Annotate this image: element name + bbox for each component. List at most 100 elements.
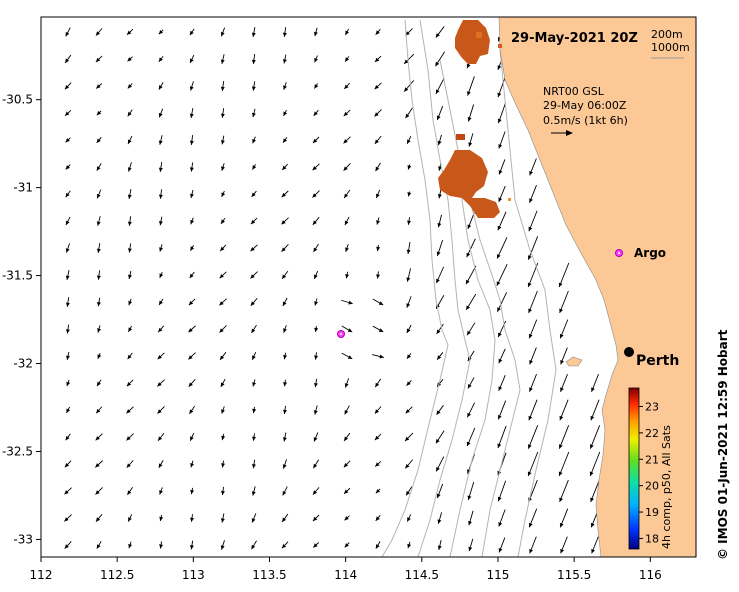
lat-tick-label: -31 [13,181,33,195]
current-arrow [97,353,102,359]
current-arrow [96,163,102,171]
current-arrow [344,216,350,226]
current-arrow [406,380,412,386]
current-arrow [96,270,101,280]
current-arrow [436,105,444,121]
current-arrow [314,55,318,63]
legend-1000m: 1000m [651,41,690,54]
current-arrow [406,296,412,308]
current-arrow [95,460,103,468]
current-arrow [252,379,257,387]
current-arrow [437,189,442,199]
current-arrow [281,217,289,225]
current-arrow [221,406,225,414]
current-arrow [343,109,351,117]
current-arrow [467,76,475,96]
current-arrow [158,82,164,90]
current-arrow [527,425,539,449]
current-arrow [528,399,538,421]
current-arrow [406,242,411,254]
current-arrow [189,162,194,172]
lat-tick-label: -33 [13,532,33,546]
lon-tick-label: 115.5 [557,568,591,582]
current-arrow [65,216,71,226]
current-arrow [251,54,256,64]
current-arrow [312,163,320,171]
current-arrow [497,400,507,420]
current-arrow [376,244,381,252]
current-arrow [282,486,288,496]
current-arrow [282,27,287,37]
current-arrow [97,325,102,333]
current-arrow [528,508,538,528]
current-arrow [250,244,258,252]
current-arrow [127,135,133,145]
current-arrow [188,352,196,360]
current-arrow [372,354,384,359]
current-arrow [220,108,225,118]
current-arrow [251,513,257,523]
current-arrow [127,352,133,360]
current-arrow [465,265,477,285]
current-arrow [436,483,444,499]
perth-label: Perth [636,353,679,369]
current-arrow [467,481,475,501]
current-arrow [158,55,164,63]
current-arrow [128,270,132,280]
current-arrow [341,299,353,305]
model-name: NRT00 GSL [543,85,605,98]
current-arrow [372,325,384,333]
current-arrow [157,379,165,387]
current-arrow [127,162,132,172]
current-arrow [497,211,507,231]
current-arrow [96,110,102,116]
model-time: 29-May 06:00Z [543,99,627,112]
current-arrow [283,82,287,90]
perth-marker [624,347,634,357]
current-arrow [158,216,163,226]
current-arrow [312,487,320,495]
current-arrow [435,456,445,472]
lon-tick-label: 112.5 [100,568,134,582]
current-arrow [406,514,412,522]
current-arrow [437,214,443,228]
current-arrow [375,488,381,494]
current-arrow [498,348,506,364]
current-arrow [64,82,72,90]
colorbar-tick-label: 20 [645,480,659,493]
current-arrow [496,292,508,312]
current-arrow [126,406,134,414]
current-arrow [528,210,538,232]
current-arrow [251,81,256,91]
current-arrow [559,399,569,421]
current-arrow [251,540,257,550]
current-arrow [591,536,599,554]
current-arrow [313,27,318,37]
current-arrow [590,479,600,503]
current-arrow [281,163,289,171]
current-arrow [220,27,226,37]
current-arrow [498,131,506,149]
current-arrow [220,378,226,388]
current-arrow [190,217,195,225]
current-arrow [529,536,537,554]
current-arrow [188,325,196,333]
current-arrow [498,159,506,175]
current-arrow [558,425,570,449]
current-arrow [65,27,71,37]
current-arrow [375,514,381,522]
lon-tick-label: 113 [182,568,205,582]
current-arrow [252,108,256,118]
current-arrow [250,217,258,225]
current-arrow [65,324,70,334]
current-arrow [95,433,103,441]
current-arrow [95,514,103,522]
current-arrow [282,459,287,469]
current-arrow [251,459,256,469]
current-arrow [468,133,474,147]
current-arrow [251,486,256,496]
current-arrow [65,164,71,170]
current-arrow [283,379,288,387]
current-arrow [496,264,508,286]
current-arrow [252,136,256,144]
